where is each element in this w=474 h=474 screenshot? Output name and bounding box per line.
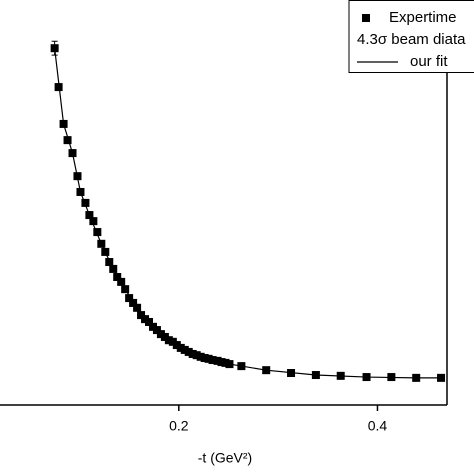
x-tick-label: 0.2 bbox=[169, 418, 189, 434]
legend-box bbox=[348, 0, 474, 73]
data-point bbox=[125, 294, 134, 303]
legend-label: 4.3σ beam diata bbox=[357, 31, 466, 48]
data-point bbox=[93, 228, 102, 237]
data-point bbox=[105, 258, 114, 267]
legend-label: Expertime bbox=[389, 9, 457, 26]
data-point bbox=[89, 217, 98, 226]
legend-label: our fit bbox=[410, 53, 448, 70]
data-point bbox=[129, 298, 138, 307]
fit-line bbox=[54, 48, 442, 379]
data-point bbox=[63, 136, 72, 145]
data-point bbox=[137, 311, 146, 320]
x-axis-label: -t (GeV²) bbox=[198, 450, 252, 466]
legend-marker bbox=[362, 14, 370, 22]
x-tick-label: 0.4 bbox=[368, 418, 388, 434]
data-point bbox=[81, 198, 90, 207]
data-point bbox=[54, 83, 63, 92]
data-point bbox=[113, 273, 122, 282]
